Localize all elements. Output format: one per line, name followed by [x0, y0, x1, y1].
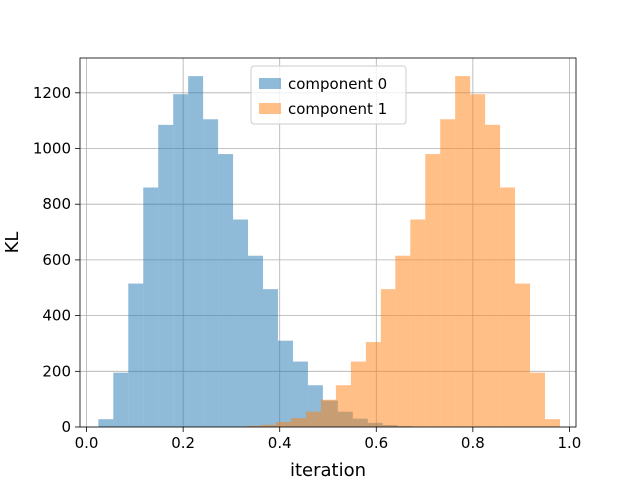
y-tick-label: 400 [42, 307, 71, 325]
histogram-bar-component-0 [263, 289, 278, 427]
histogram-bar-component-0 [158, 124, 174, 427]
histogram-bar-component-0 [233, 219, 249, 427]
x-tick-label: 0.2 [171, 434, 195, 452]
legend-swatch-component-0 [259, 78, 281, 89]
histogram-bar-component-1 [320, 399, 336, 427]
histogram-bar-component-1 [425, 154, 441, 428]
histogram-bar-component-1 [515, 283, 531, 427]
histogram-bar-component-1 [276, 421, 292, 427]
y-tick-label: 1000 [33, 140, 71, 158]
legend-box [250, 65, 407, 125]
histogram-bar-component-1 [335, 385, 351, 427]
histogram-bar-component-0 [143, 187, 159, 427]
histogram-bar-component-0 [98, 419, 114, 427]
plot-frame [79, 57, 577, 428]
legend-swatch-component-1 [259, 103, 281, 114]
histogram-bar-component-1 [291, 418, 306, 427]
histogram-bar-component-0 [218, 154, 234, 428]
histogram-bar-component-1 [365, 342, 381, 427]
legend-label-component-0: component 0 [288, 75, 387, 93]
histogram-bar-component-1 [246, 425, 262, 427]
histogram-bar-component-1 [500, 187, 516, 427]
histogram-bar-component-0 [248, 255, 264, 427]
y-tick-label: 200 [42, 362, 71, 380]
y-tick-label: 1200 [33, 84, 71, 102]
bars [98, 76, 560, 428]
histogram-bar-component-1 [261, 424, 277, 427]
histogram-bar-component-1 [530, 372, 545, 427]
y-tick-label: 0 [61, 418, 71, 436]
x-tick-label: 0.0 [75, 434, 99, 452]
x-tick-label: 0.6 [364, 434, 388, 452]
histogram-bar-component-1 [455, 76, 471, 428]
legend: component 0 component 1 [250, 65, 407, 125]
x-tick-label: 0.4 [268, 434, 292, 452]
x-tick-label: 1.0 [558, 434, 582, 452]
histogram-bar-component-1 [470, 94, 486, 428]
axis-ticks: 0.0 0.2 0.4 0.6 0.8 1.0 0 200 400 600 800 1000 1200 [33, 84, 582, 452]
histogram-bar-component-0 [188, 76, 204, 428]
y-axis-title: KL [2, 232, 23, 254]
histogram-bar-component-1 [545, 419, 560, 427]
histogram-bar-component-1 [485, 124, 501, 427]
x-axis-title: iteration [290, 460, 366, 480]
histogram-bar-component-1 [380, 289, 396, 427]
histogram-bar-component-1 [410, 219, 426, 427]
histogram-bar-component-1 [440, 119, 456, 428]
legend-label-component-1: component 1 [288, 100, 387, 118]
histogram-bar-component-1 [305, 411, 321, 427]
histogram-bar-component-0 [128, 283, 144, 427]
x-tick-label: 0.8 [461, 434, 485, 452]
y-tick-label: 800 [42, 195, 71, 213]
histogram-bar-component-0 [203, 119, 219, 428]
histogram-bar-component-0 [292, 361, 308, 427]
histogram-bar-component-0 [173, 94, 189, 428]
histogram-bar-component-0 [113, 372, 129, 427]
histogram-bar-component-1 [395, 255, 411, 427]
histogram-bar-component-1 [350, 361, 366, 427]
histogram-bar-component-0 [277, 340, 293, 427]
y-tick-label: 600 [42, 251, 71, 269]
